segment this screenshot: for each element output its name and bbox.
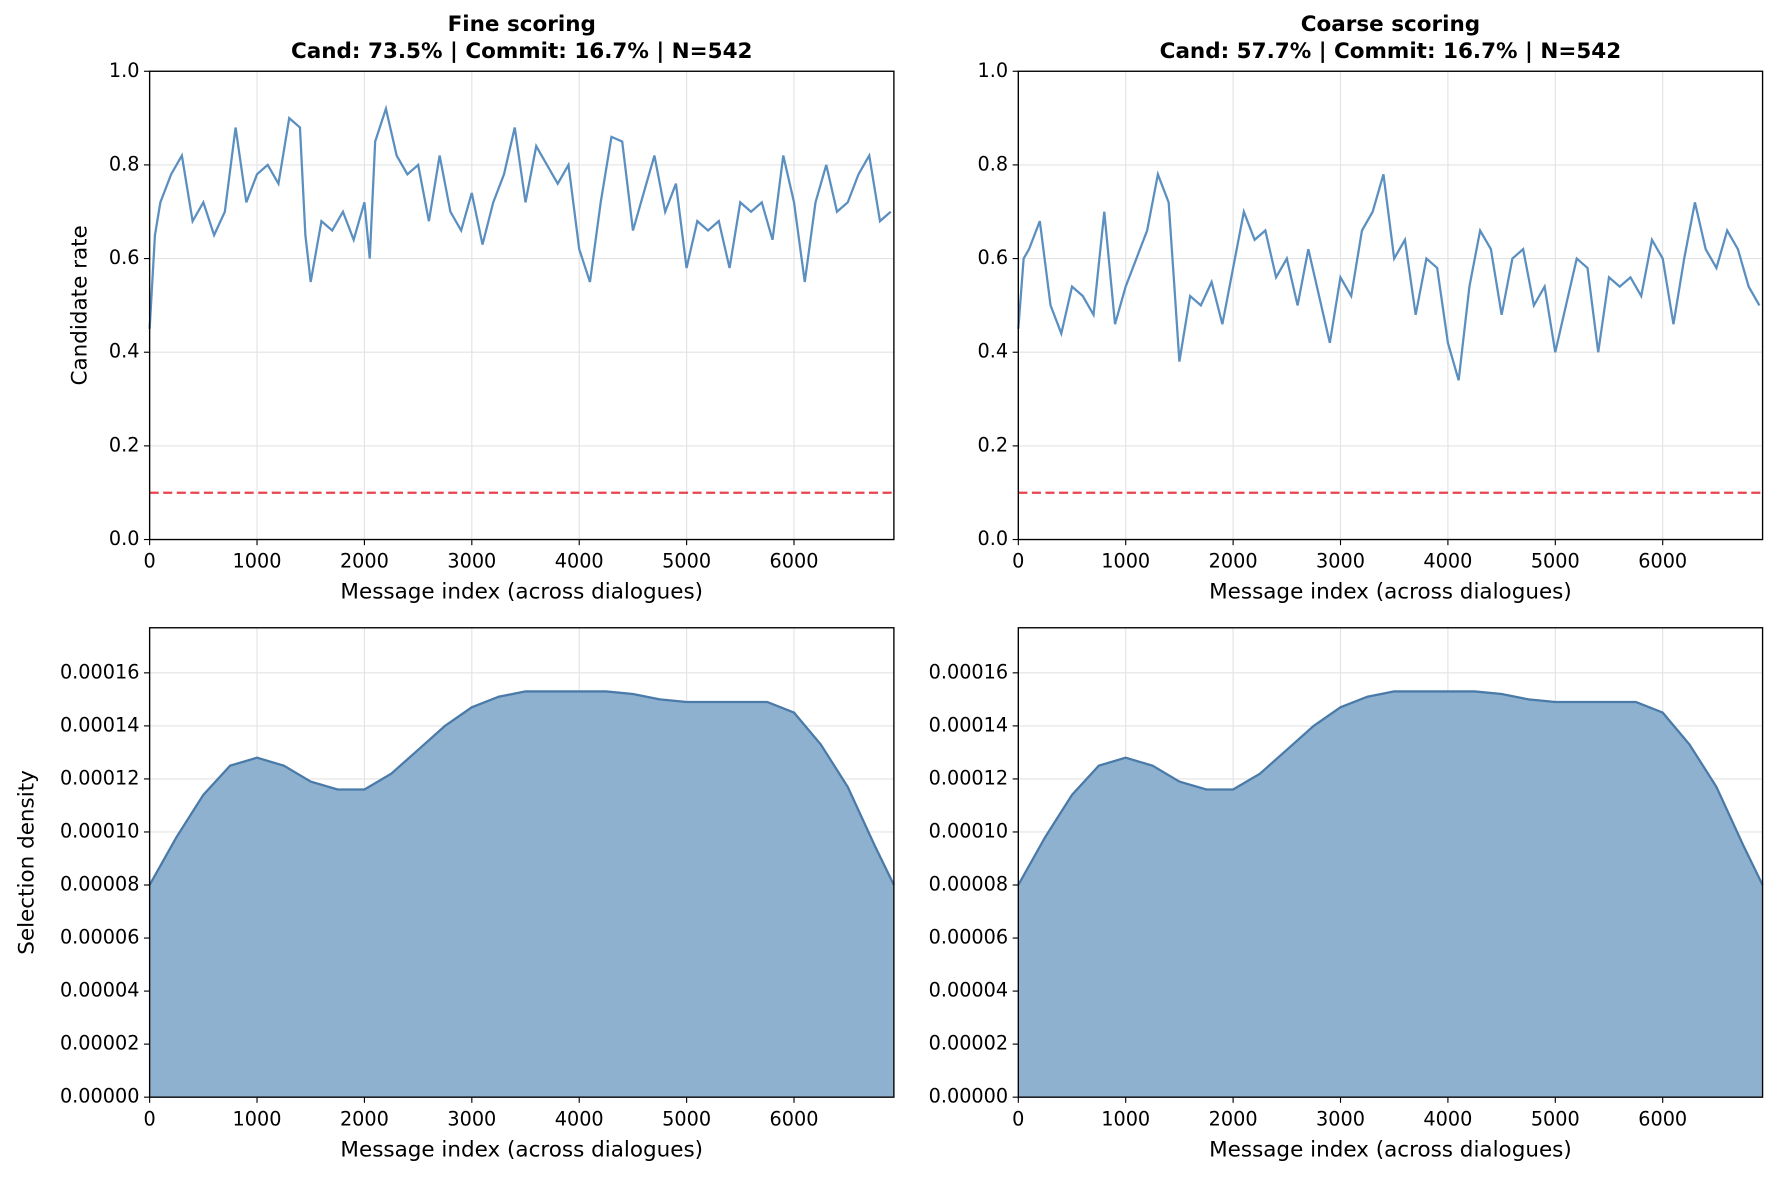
y-tick-label: 0.2 <box>978 433 1009 456</box>
y-tick-label: 0.00008 <box>929 873 1008 896</box>
y-tick-label: 0.00006 <box>60 926 139 949</box>
x-tick-label: 5000 <box>662 550 711 573</box>
rate-line <box>1017 170 1761 381</box>
x-tick-label: 6000 <box>770 550 819 573</box>
x-tick-label: 3000 <box>1316 550 1365 573</box>
x-tick-label: 5000 <box>662 1107 711 1130</box>
y-tick-label: 0.00012 <box>60 766 139 789</box>
y-tick-label: 0.00010 <box>60 819 139 842</box>
x-tick-label: 1000 <box>233 550 282 573</box>
x-tick-label: 6000 <box>770 1107 819 1130</box>
y-tick-label: 1.0 <box>109 59 140 82</box>
x-tick-label: 0 <box>1012 1107 1024 1130</box>
x-tick-label: 2000 <box>340 1107 389 1130</box>
x-axis-label: Message index (across dialogues) <box>1209 1137 1572 1162</box>
density-line <box>1017 690 1764 886</box>
y-tick-label: 0.00002 <box>60 1032 139 1055</box>
x-tick-label: 4000 <box>1423 1107 1472 1130</box>
density-area <box>149 691 894 1098</box>
y-tick-label: 0.00008 <box>60 873 139 896</box>
chart-subtitle: Cand: 57.7% | Commit: 16.7% | N=542 <box>1160 39 1622 64</box>
x-tick-label: 1000 <box>1101 1107 1150 1130</box>
x-tick-label: 3000 <box>447 550 496 573</box>
axes-frame <box>1017 627 1764 1098</box>
x-axis-label: Message index (across dialogues) <box>340 1137 703 1162</box>
x-tick-label: 0 <box>1012 550 1024 573</box>
x-tick-label: 5000 <box>1531 1107 1580 1130</box>
x-axis-label: Message index (across dialogues) <box>340 580 703 605</box>
x-tick-label: 6000 <box>1638 1107 1687 1130</box>
y-tick-label: 0.00016 <box>60 660 139 683</box>
y-tick-label: 0.00014 <box>929 713 1008 736</box>
y-tick-label: 0.00012 <box>929 766 1008 789</box>
x-tick-label: 4000 <box>555 1107 604 1130</box>
y-axis-label: Selection density <box>14 770 39 955</box>
x-tick-label: 1000 <box>233 1107 282 1130</box>
y-tick-label: 0.00002 <box>929 1032 1008 1055</box>
y-tick-label: 1.0 <box>978 59 1009 82</box>
y-tick-label: 0.00016 <box>929 660 1008 683</box>
axes-frame <box>148 70 895 541</box>
y-tick-label: 0.4 <box>978 340 1009 363</box>
y-tick-label: 0.2 <box>109 433 140 456</box>
y-tick-label: 0.8 <box>109 152 140 175</box>
y-tick-label: 0.8 <box>978 152 1009 175</box>
x-tick-label: 5000 <box>1531 550 1580 573</box>
y-tick-label: 0.00014 <box>60 713 139 736</box>
x-tick-label: 4000 <box>1423 550 1472 573</box>
x-tick-label: 2000 <box>340 550 389 573</box>
density-line <box>148 690 895 886</box>
x-axis-label: Message index (across dialogues) <box>1209 580 1572 605</box>
x-tick-label: 0 <box>144 550 156 573</box>
y-tick-label: 0.00000 <box>929 1085 1008 1108</box>
y-tick-label: 0.0 <box>978 527 1009 550</box>
chart-title: Fine scoring <box>448 12 596 37</box>
y-tick-label: 0.4 <box>109 340 140 363</box>
x-tick-label: 0 <box>144 1107 156 1130</box>
x-tick-label: 2000 <box>1209 550 1258 573</box>
y-tick-label: 0.00000 <box>60 1085 139 1108</box>
x-tick-label: 6000 <box>1638 550 1687 573</box>
y-tick-label: 0.0 <box>109 527 140 550</box>
x-tick-label: 1000 <box>1101 550 1150 573</box>
chart-subtitle: Cand: 73.5% | Commit: 16.7% | N=542 <box>291 39 753 64</box>
x-tick-label: 3000 <box>447 1107 496 1130</box>
rate-line <box>148 104 892 329</box>
y-tick-label: 0.00004 <box>929 979 1008 1002</box>
density-area <box>1018 691 1763 1098</box>
y-tick-label: 0.00010 <box>929 819 1008 842</box>
y-tick-label: 0.00004 <box>60 979 139 1002</box>
chart-title: Coarse scoring <box>1301 12 1480 37</box>
y-tick-label: 0.6 <box>978 246 1009 269</box>
axes-frame <box>1017 70 1764 541</box>
x-tick-label: 2000 <box>1209 1107 1258 1130</box>
axes-frame <box>148 627 895 1098</box>
y-tick-label: 0.00006 <box>929 926 1008 949</box>
y-tick-label: 0.6 <box>109 246 140 269</box>
y-axis-label: Candidate rate <box>68 225 93 385</box>
x-tick-label: 3000 <box>1316 1107 1365 1130</box>
x-tick-label: 4000 <box>555 550 604 573</box>
